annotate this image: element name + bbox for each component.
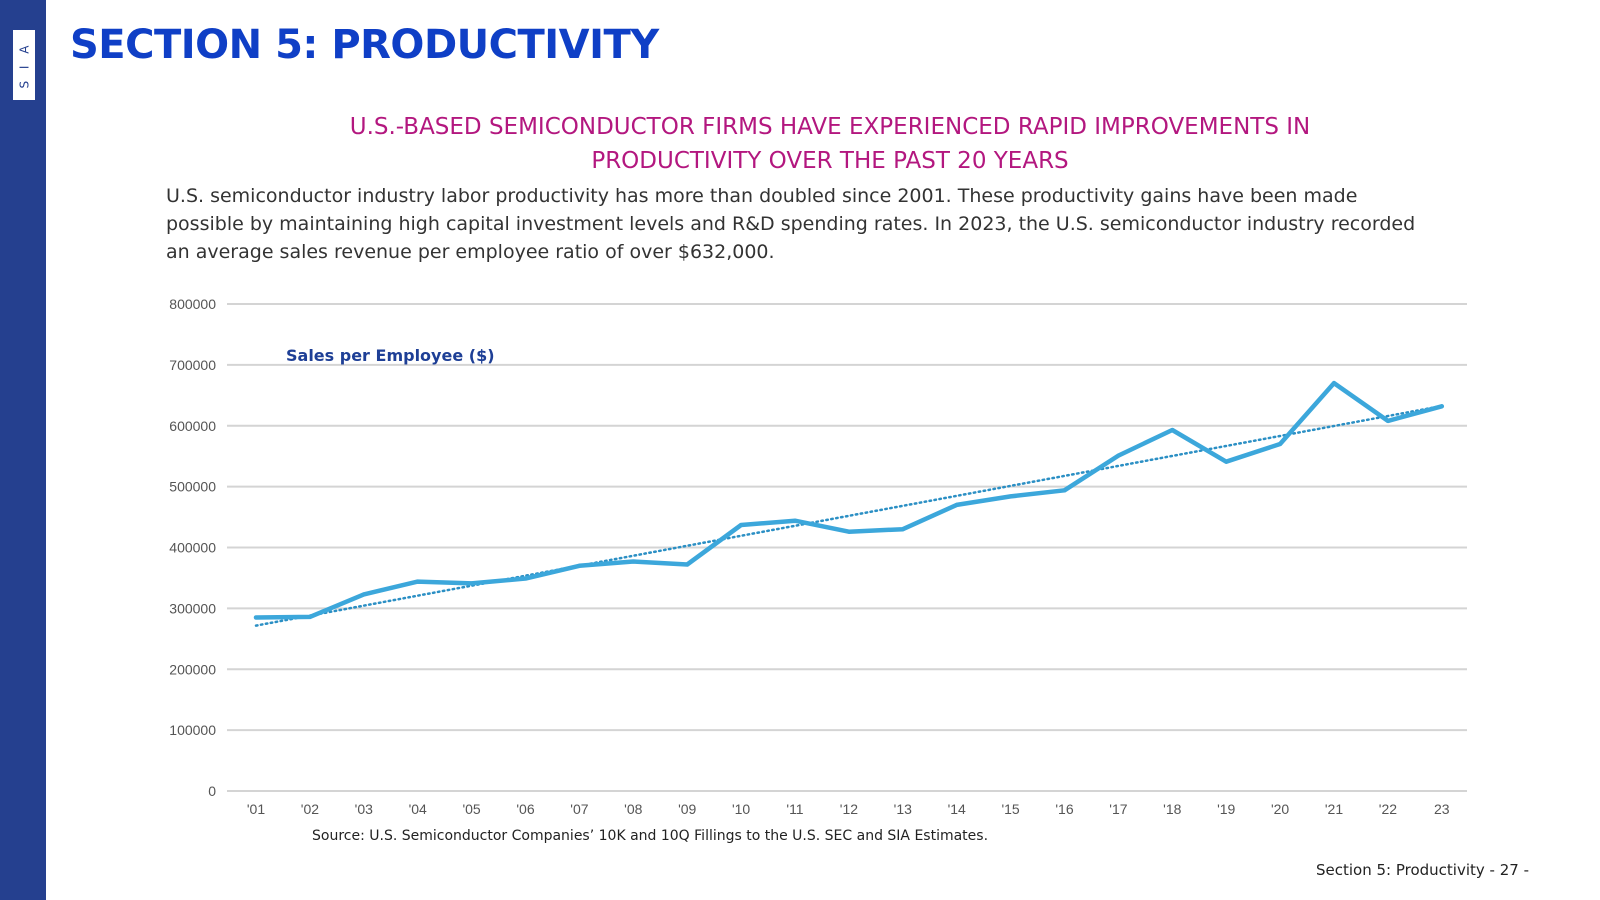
slide-subtitle: U.S.-BASED SEMICONDUCTOR FIRMS HAVE EXPE… xyxy=(230,110,1430,178)
data-point xyxy=(1385,418,1390,423)
x-tick-label: '07 xyxy=(570,801,588,817)
series-line-sales-per-employee xyxy=(253,380,1445,620)
x-tick-label: '08 xyxy=(624,801,642,817)
chart-trendline-group xyxy=(254,404,1444,627)
body-paragraph: U.S. semiconductor industry labor produc… xyxy=(166,185,1416,263)
data-point xyxy=(361,592,366,597)
data-point xyxy=(1062,488,1067,493)
x-tick-label: '17 xyxy=(1109,801,1127,817)
section-title: SECTION 5: PRODUCTIVITY xyxy=(70,22,659,68)
chart-gridlines xyxy=(227,303,1467,792)
chart-y-axis: 0 100000 200000 300000 400000 500000 600000 700… xyxy=(169,296,216,799)
data-point xyxy=(900,527,905,532)
data-point xyxy=(415,579,420,584)
y-tick-label: 800000 xyxy=(169,296,216,312)
source-note: Source: U.S. Semiconductor Companies’ 10… xyxy=(312,828,989,844)
data-point xyxy=(846,529,851,534)
x-tick-label: '04 xyxy=(409,801,427,817)
chart-x-axis: '01 '02 '03 '04 '05 '06 '07 '08 '09 '10 '11 '12 '13 '… xyxy=(247,801,1450,817)
x-tick-label: '19 xyxy=(1217,801,1235,817)
y-tick-label: 600000 xyxy=(169,418,216,434)
data-point xyxy=(954,502,959,507)
x-tick-label: '20 xyxy=(1271,801,1289,817)
data-point xyxy=(1439,404,1444,409)
data-point xyxy=(1116,453,1121,458)
x-tick-label: '21 xyxy=(1325,801,1343,817)
x-tick-label: '14 xyxy=(948,801,966,817)
x-tick-label: '05 xyxy=(462,801,480,817)
subtitle-line-1: U.S.-BASED SEMICONDUCTOR FIRMS HAVE EXPE… xyxy=(349,114,1311,140)
data-point xyxy=(1008,494,1013,499)
data-point xyxy=(1332,381,1336,386)
subtitle-line-2: PRODUCTIVITY OVER THE PAST 20 YEARS xyxy=(591,148,1069,174)
data-point xyxy=(254,615,258,620)
x-tick-label: '16 xyxy=(1055,801,1073,817)
y-tick-label: 400000 xyxy=(169,540,216,556)
data-point xyxy=(1224,459,1229,464)
x-tick-label: '18 xyxy=(1163,801,1181,817)
x-tick-label: '01 xyxy=(247,801,265,817)
data-point xyxy=(577,563,582,568)
data-point xyxy=(685,562,690,567)
y-tick-label: 500000 xyxy=(169,479,216,495)
trendline xyxy=(254,404,1444,627)
data-point xyxy=(523,576,528,581)
sidebar-band: S I A xyxy=(0,0,46,900)
x-tick-label: '11 xyxy=(786,801,803,817)
x-tick-label: '12 xyxy=(840,801,858,817)
data-point xyxy=(739,522,744,527)
x-tick-label: '10 xyxy=(732,801,750,817)
chart-series-group xyxy=(253,380,1445,620)
x-tick-label: '09 xyxy=(678,801,696,817)
data-point xyxy=(469,581,474,586)
y-tick-label: 200000 xyxy=(169,661,216,677)
x-tick-label: '15 xyxy=(1001,801,1019,817)
x-tick-label: '13 xyxy=(894,801,912,817)
x-tick-label: '22 xyxy=(1379,801,1397,817)
x-tick-label: '03 xyxy=(355,801,373,817)
x-tick-label: '06 xyxy=(516,801,534,817)
page-footer: Section 5: Productivity - 27 - xyxy=(1315,861,1529,879)
data-point xyxy=(307,614,312,619)
x-tick-label: 23 xyxy=(1434,801,1450,817)
data-point xyxy=(631,559,636,564)
data-point xyxy=(1278,442,1283,447)
chart-series-label: Sales per Employee ($) xyxy=(286,346,495,365)
y-tick-label: 0 xyxy=(208,783,216,799)
y-tick-label: 700000 xyxy=(169,357,216,373)
y-tick-label: 100000 xyxy=(169,722,216,738)
data-point xyxy=(793,518,797,523)
y-tick-label: 300000 xyxy=(169,600,216,616)
x-tick-label: '02 xyxy=(301,801,319,817)
data-point xyxy=(1170,428,1175,433)
sia-logo: S I A xyxy=(13,30,35,100)
